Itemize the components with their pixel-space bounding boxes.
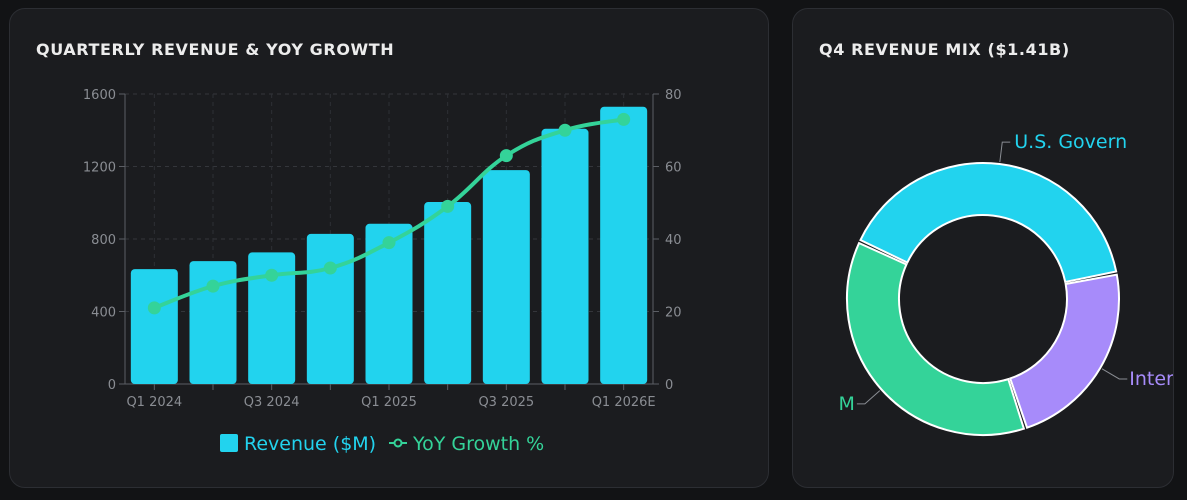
x-tick-label-4: Q1 2025 [361, 395, 417, 410]
y-left-tick-label-2: 800 [91, 233, 116, 248]
y-right-tick-label-4: 80 [665, 88, 682, 103]
legend-revenue-swatch [220, 434, 238, 452]
y-right-tick-label-3: 60 [665, 161, 682, 176]
x-tick-label-2: Q3 2024 [244, 395, 300, 410]
y-right-tick-label-0: 0 [665, 378, 673, 393]
legend-revenue-label: Revenue ($M) [244, 433, 376, 455]
revenue-mix-donut: U.S. Govern Inter M [838, 131, 1173, 436]
revenue-chart-title: QUARTERLY REVENUE & YOY GROWTH [36, 40, 395, 59]
growth-point-0 [147, 301, 161, 315]
revenue-bar-2 [248, 252, 296, 384]
growth-point-4 [382, 236, 396, 250]
growth-point-8 [617, 112, 631, 126]
y-right-tick-label-2: 40 [665, 233, 682, 248]
legend-growth-marker [393, 438, 403, 448]
revenue-bar-3 [306, 233, 354, 384]
donut-slice-1 [1008, 273, 1120, 429]
revenue-bar-6 [482, 170, 530, 384]
growth-point-2 [265, 268, 279, 282]
legend-growth-label: YoY Growth % [412, 433, 544, 455]
growth-point-7 [558, 123, 572, 137]
y-right-tick-label-1: 20 [665, 306, 682, 321]
y-left-tick-label-0: 0 [108, 378, 116, 393]
revenue-bar-7 [541, 128, 589, 384]
revenue-bar-5 [424, 202, 472, 384]
revenue-bar-1 [189, 261, 237, 384]
revenue-mix-card: Q4 REVENUE MIX ($1.41B) U.S. Govern Inter… [792, 8, 1174, 488]
revenue-bar-8 [600, 106, 648, 384]
x-tick-label-6: Q3 2025 [478, 395, 534, 410]
donut-label-0: U.S. Govern [1014, 131, 1127, 153]
donut-leader-0 [999, 141, 1011, 163]
donut-leader-1 [1101, 368, 1128, 380]
donut-leader-2 [856, 390, 881, 405]
revenue-bar-0 [130, 269, 178, 384]
growth-point-1 [206, 279, 220, 293]
donut-slice-0 [859, 162, 1118, 284]
revenue-growth-card: QUARTERLY REVENUE & YOY GROWTH 0 400 800 12… [9, 8, 769, 488]
x-tick-label-8: Q1 2026E [592, 395, 656, 410]
donut-label-2: M [838, 393, 854, 415]
revenue-bar-4 [365, 223, 413, 384]
chart-legend: Revenue ($M) YoY Growth % [220, 433, 544, 455]
y-left-tick-label-4: 1600 [83, 88, 116, 103]
y-left-tick-label-1: 400 [91, 306, 116, 321]
growth-point-5 [441, 199, 455, 213]
growth-point-6 [499, 149, 513, 163]
growth-point-3 [323, 261, 337, 275]
x-tick-label-0: Q1 2024 [126, 395, 182, 410]
donut-label-1: Inter [1129, 368, 1173, 390]
revenue-mix-title: Q4 REVENUE MIX ($1.41B) [819, 40, 1070, 59]
revenue-growth-chart: 0 400 800 1200 1600 0 20 40 60 80 Q1 2024 Q3 2024 Q1… [83, 88, 682, 455]
y-left-tick-label-3: 1200 [83, 161, 116, 176]
donut-slice-2 [846, 241, 1026, 436]
